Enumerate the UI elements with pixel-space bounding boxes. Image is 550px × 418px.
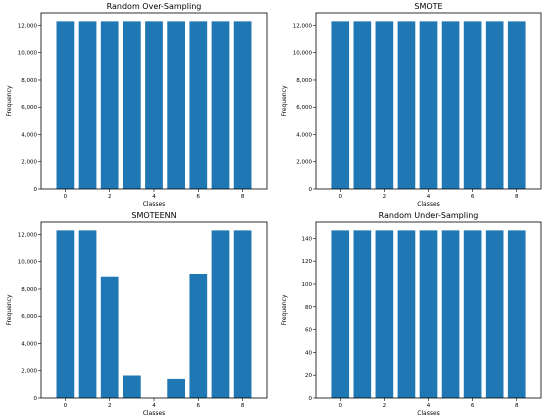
chart-3-bar-2: [100, 276, 119, 398]
chart-3-xtick-label-0: 0: [64, 403, 68, 409]
chart-4-ylabel: Frequency: [281, 294, 288, 325]
chart-1-ylabel: Frequency: [6, 85, 13, 116]
chart-3-xtick-label-8: 8: [241, 403, 245, 409]
chart-1-title: Random Over-Sampling: [107, 2, 202, 11]
chart-1-ytick-label-8000: 8,000: [21, 78, 37, 84]
chart-1-bar-1: [78, 21, 97, 189]
chart-3-xtick-label-6: 6: [197, 403, 201, 409]
chart-3-ytick-label-0: 0: [34, 396, 38, 402]
chart-4-ytick-label-0: 0: [309, 396, 313, 402]
chart-3-ytick-label-6000: 6,000: [21, 314, 37, 320]
chart-3-ytick-label-2000: 2,000: [21, 369, 37, 375]
chart-3-bar-6: [189, 273, 208, 398]
chart-4-xtick-label-2: 2: [383, 403, 387, 409]
chart-3-title: SMOTEENN: [131, 211, 176, 220]
chart-2-bar-1: [353, 21, 372, 189]
chart-3-xlabel: Classes: [143, 410, 166, 417]
chart-2-ytick-label-6000: 6,000: [296, 105, 312, 111]
chart-1-ytick-label-10000: 10,000: [18, 51, 38, 57]
chart-2-ytick-label-12000: 12,000: [293, 24, 313, 30]
chart-2-bar-5: [441, 21, 460, 189]
chart-2-ytick-label-10000: 10,000: [293, 51, 313, 57]
chart-1-ytick-label-4000: 4,000: [21, 133, 37, 139]
chart-1-bar-4: [145, 21, 163, 189]
chart-4-ytick-label-20: 20: [305, 373, 312, 379]
chart-3-ytick-label-12000: 12,000: [18, 233, 38, 239]
chart-4-title: Random Under-Sampling: [379, 211, 479, 220]
chart-1-bar-7: [211, 21, 230, 189]
chart-2-xtick-label-6: 6: [471, 194, 475, 200]
chart-2-bar-8: [507, 21, 526, 189]
chart-2-bar-4: [419, 21, 438, 189]
chart-1-bar-0: [56, 21, 75, 189]
chart-2-title: SMOTE: [414, 2, 442, 11]
chart-4-ytick-label-80: 80: [305, 305, 312, 311]
chart-4-bar-1: [353, 230, 372, 398]
chart-1-xtick-label-4: 4: [152, 194, 156, 200]
chart-2-bar-7: [485, 21, 504, 189]
chart-3-bar-8: [233, 230, 252, 398]
chart-2-ytick-label-0: 0: [309, 187, 313, 193]
chart-1-xtick-label-6: 6: [197, 194, 201, 200]
chart-1-bar-6: [189, 21, 208, 189]
chart-4-bar-6: [463, 230, 482, 398]
chart-4-ytick-label-60: 60: [305, 328, 312, 334]
chart-1-bar-8: [233, 21, 252, 189]
chart-1-bar-3: [122, 21, 141, 189]
chart-4-bar-2: [375, 230, 394, 398]
chart-3-bar-7: [211, 230, 230, 398]
chart-4-bar-3: [397, 230, 416, 398]
chart-2-ytick-label-8000: 8,000: [296, 78, 312, 84]
chart-2-bar-6: [463, 21, 482, 189]
chart-3-bar-3: [122, 375, 141, 398]
chart-4-bar-7: [485, 230, 504, 398]
chart-3-ytick-label-4000: 4,000: [21, 342, 37, 348]
chart-4-xlabel: Classes: [417, 410, 440, 417]
chart-1-xtick-label-0: 0: [64, 194, 68, 200]
chart-2-xtick-label-4: 4: [427, 194, 431, 200]
chart-3-ytick-label-8000: 8,000: [21, 287, 37, 293]
chart-4-xtick-label-0: 0: [339, 403, 343, 409]
chart-2-ytick-label-2000: 2,000: [296, 160, 312, 166]
chart-2-xtick-label-0: 0: [339, 194, 343, 200]
chart-1-xtick-label-2: 2: [108, 194, 112, 200]
chart-1-ytick-label-0: 0: [34, 187, 38, 193]
chart-4-ytick-label-120: 120: [302, 259, 313, 265]
chart-4-ytick-label-40: 40: [305, 350, 312, 356]
chart-3-ylabel: Frequency: [6, 294, 13, 325]
chart-4-bar-0: [331, 230, 350, 398]
chart-4-xtick-label-8: 8: [515, 403, 519, 409]
chart-2-ylabel: Frequency: [281, 85, 288, 116]
chart-3-bar-5: [167, 378, 186, 398]
chart-3-xtick-label-2: 2: [108, 403, 112, 409]
chart-2-xlabel: Classes: [417, 201, 440, 208]
chart-1-ytick-label-2000: 2,000: [21, 160, 37, 166]
chart-1-ytick-label-6000: 6,000: [21, 105, 37, 111]
chart-3-bar-0: [56, 230, 75, 398]
chart-3-ytick-label-10000: 10,000: [18, 260, 38, 266]
chart-3-bar-1: [78, 230, 97, 398]
chart-1-ytick-label-12000: 12,000: [18, 24, 38, 30]
chart-2-ytick-label-4000: 4,000: [296, 133, 312, 139]
chart-2-xtick-label-8: 8: [515, 194, 519, 200]
chart-4-bar-5: [441, 230, 460, 398]
chart-4-xtick-label-6: 6: [471, 403, 475, 409]
chart-4-bar-4: [419, 230, 438, 398]
chart-2-xtick-label-2: 2: [383, 194, 387, 200]
chart-1-xlabel: Classes: [143, 201, 166, 208]
chart-2-bar-2: [375, 21, 394, 189]
chart-4-xtick-label-4: 4: [427, 403, 431, 409]
chart-4-ytick-label-140: 140: [302, 236, 313, 242]
chart-4-ytick-label-100: 100: [302, 282, 313, 288]
chart-4-bar-8: [507, 230, 526, 398]
chart-3-xtick-label-4: 4: [152, 403, 156, 409]
chart-2-bar-0: [331, 21, 350, 189]
chart-1-bar-2: [100, 21, 119, 189]
chart-1-xtick-label-8: 8: [241, 194, 245, 200]
chart-2-bar-3: [397, 21, 416, 189]
chart-1-bar-5: [167, 21, 186, 189]
